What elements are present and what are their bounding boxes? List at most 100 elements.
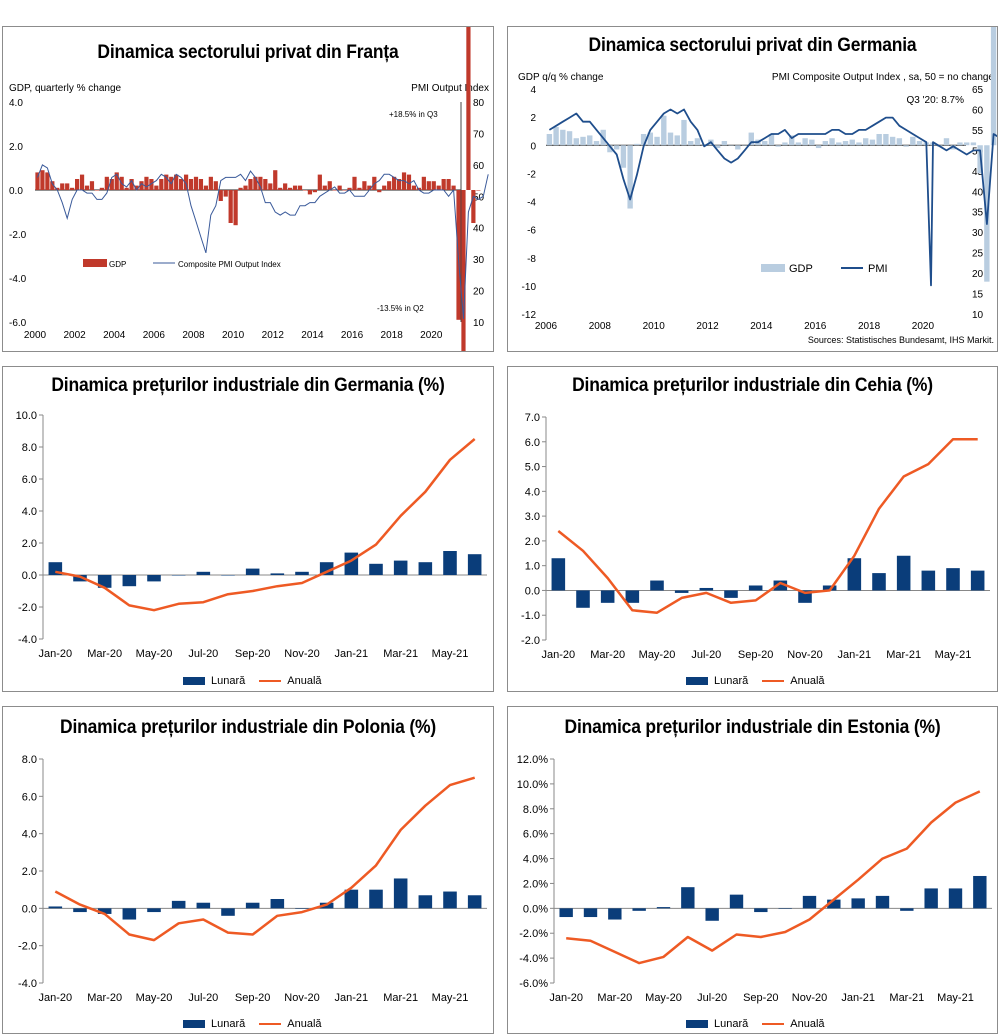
x-tick-label: 2008	[589, 321, 612, 332]
bar-gdp	[109, 179, 114, 190]
bar-monthly	[97, 908, 112, 914]
bar-gdp	[411, 185, 417, 190]
y-tick-label: 6.0%	[523, 829, 548, 841]
bar-monthly	[369, 889, 383, 909]
x-tick-label: 2006	[535, 321, 558, 332]
bar-gdp	[627, 145, 633, 209]
y-tick-label-right: 55	[972, 126, 984, 137]
bar-monthly	[171, 575, 186, 576]
x-tick-label: Jan-20	[39, 992, 73, 1004]
y-tick-label: 6.0	[525, 437, 540, 449]
bar-monthly	[851, 898, 865, 909]
x-tick-label: May-20	[645, 992, 682, 1004]
y-tick-label: 2.0	[22, 866, 37, 878]
bar-monthly	[467, 554, 482, 575]
bar-monthly	[773, 580, 788, 591]
bar-gdp	[795, 142, 802, 146]
y-tick-label: 8.0%	[523, 804, 548, 816]
bar-gdp	[688, 141, 694, 146]
bar-gdp	[869, 139, 876, 146]
x-tick-label: Mar-21	[889, 992, 924, 1004]
bar-monthly	[48, 906, 63, 909]
y-tick-label-right: 50	[473, 192, 485, 203]
bar-monthly	[699, 587, 714, 591]
bar-gdp	[70, 187, 75, 190]
y-tick-label-right: 60	[972, 105, 984, 116]
y-tick-label-right: 25	[972, 249, 984, 260]
bar-monthly	[270, 573, 285, 575]
y-tick-label: 8.0	[22, 442, 37, 454]
bar-gdp	[382, 185, 387, 190]
x-tick-label: Nov-20	[284, 648, 319, 660]
bar-gdp	[84, 185, 90, 190]
x-tick-label: Jul-20	[188, 992, 218, 1004]
bar-gdp	[667, 132, 674, 146]
bar-monthly	[650, 580, 664, 591]
bar-gdp	[782, 142, 788, 146]
bar-monthly	[754, 908, 768, 913]
x-tick-label: Nov-20	[284, 992, 319, 1004]
bar-monthly	[705, 908, 719, 921]
bar-gdp	[174, 174, 179, 190]
y-tick-label: 4.0	[22, 506, 37, 518]
bar-monthly	[418, 562, 433, 575]
bar-gdp	[94, 190, 100, 191]
legend-line-swatch	[259, 680, 282, 682]
bar-gdp	[431, 181, 436, 190]
y-tick-label: 4.0%	[523, 854, 548, 866]
x-tick-label: 2016	[804, 321, 827, 332]
bar-monthly	[822, 585, 837, 591]
y-tick-label-left: -8	[527, 254, 536, 265]
bar-monthly	[122, 908, 137, 920]
bar-gdp	[849, 139, 855, 146]
chart-panel-de-ppi: Dinamica prețurilor industriale din Germ…	[2, 366, 494, 692]
y-tick-label-left: -4.0	[9, 274, 27, 285]
x-tick-label: 2008	[182, 330, 205, 341]
bar-monthly	[147, 575, 161, 582]
bar-gdp	[802, 138, 808, 146]
bar-gdp	[896, 138, 903, 146]
bar-monthly	[551, 558, 566, 591]
bar-gdp	[661, 115, 667, 146]
bar-gdp	[40, 170, 45, 190]
bar-gdp	[741, 145, 748, 146]
line-yearly	[566, 790, 981, 965]
y-tick-label: 6.0	[22, 474, 37, 486]
legend: Lunară Anuală	[183, 1018, 322, 1030]
y-tick-label-right: 10	[972, 310, 984, 321]
bar-monthly	[608, 908, 622, 920]
bar-gdp	[307, 190, 313, 195]
bar-gdp	[292, 185, 298, 190]
bar-gdp	[573, 138, 579, 146]
bar-monthly	[724, 590, 738, 598]
x-tick-label: 2004	[103, 330, 126, 341]
bar-gdp	[735, 145, 741, 150]
chart-france: GDP, quarterly % change PMI Output Index 4…	[9, 27, 489, 351]
legend-gdp-label: GDP	[109, 260, 126, 269]
bar-gdp	[963, 142, 970, 146]
bar-gdp	[876, 134, 882, 146]
chart-title-cz-ppi: Dinamica prețurilor industriale din Cehi…	[572, 375, 933, 396]
bar-gdp	[208, 176, 213, 190]
x-tick-label: 2010	[643, 321, 666, 332]
bar-monthly	[970, 570, 985, 591]
bar-monthly	[171, 900, 186, 909]
y-tick-label-left: -12	[522, 310, 537, 321]
x-tick-label: 2020	[420, 330, 443, 341]
bar-gdp	[580, 136, 586, 146]
annotation-q2: -13.5% in Q2	[377, 304, 424, 313]
annotation-q3: Q3 '20: 8.7%	[907, 95, 965, 106]
bar-gdp	[347, 187, 352, 190]
bar-gdp	[352, 176, 357, 190]
bar-gdp	[883, 134, 889, 146]
bar-monthly	[196, 571, 211, 575]
y-tick-label-left: -10	[522, 282, 537, 293]
x-tick-label: May-21	[432, 992, 469, 1004]
x-tick-label: Jan-20	[549, 992, 583, 1004]
bar-gdp	[842, 141, 849, 146]
bar-gdp	[836, 142, 842, 146]
bar-monthly	[147, 908, 161, 913]
bar-gdp	[183, 174, 189, 190]
legend-gdp-label: GDP	[789, 263, 813, 275]
